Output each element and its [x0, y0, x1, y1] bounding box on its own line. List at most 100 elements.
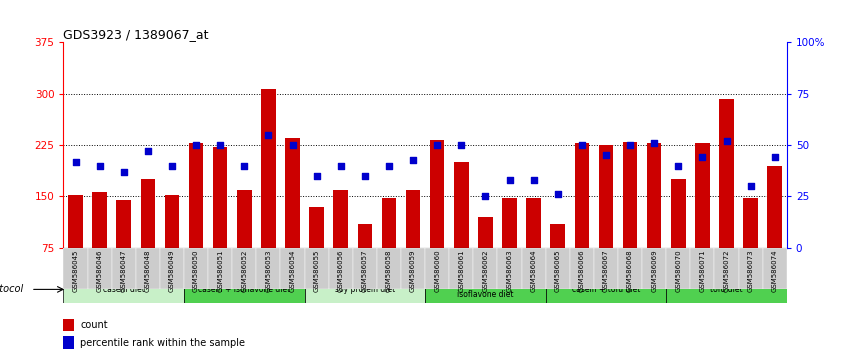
Point: [695, 155, 709, 160]
Bar: [189, 143, 203, 248]
Text: GSM586051: GSM586051: [217, 250, 223, 292]
Bar: [521, 248, 546, 289]
Text: casein + isoflavone diet: casein + isoflavone diet: [198, 285, 290, 294]
Text: percentile rank within the sample: percentile rank within the sample: [80, 338, 245, 348]
Text: GSM586066: GSM586066: [579, 250, 585, 292]
Bar: [546, 248, 570, 289]
Text: GSM586067: GSM586067: [603, 250, 609, 292]
Bar: [739, 248, 762, 289]
Bar: [762, 248, 787, 289]
Text: GSM586072: GSM586072: [723, 250, 729, 292]
Point: [190, 142, 203, 148]
Bar: [135, 248, 160, 289]
Bar: [112, 248, 135, 289]
Bar: [333, 190, 348, 248]
Bar: [280, 248, 305, 289]
Bar: [232, 248, 256, 289]
Text: GDS3923 / 1389067_at: GDS3923 / 1389067_at: [63, 28, 209, 41]
Text: soy protein diet: soy protein diet: [335, 285, 395, 294]
Bar: [285, 138, 299, 248]
Text: GSM586071: GSM586071: [700, 250, 706, 292]
Point: [720, 138, 733, 144]
Bar: [714, 248, 739, 289]
Bar: [497, 248, 521, 289]
Bar: [256, 248, 280, 289]
Text: GSM586063: GSM586063: [507, 250, 513, 292]
Bar: [425, 248, 449, 289]
Point: [310, 173, 323, 179]
Text: GSM586068: GSM586068: [627, 250, 633, 292]
Bar: [213, 147, 228, 248]
Bar: [184, 248, 208, 289]
Text: GSM586056: GSM586056: [338, 250, 343, 292]
Bar: [430, 140, 444, 248]
Point: [479, 194, 492, 199]
Point: [527, 177, 541, 183]
Text: GSM586062: GSM586062: [482, 250, 488, 292]
Bar: [117, 200, 131, 248]
Text: GSM586064: GSM586064: [530, 250, 536, 292]
Bar: [546, 276, 667, 303]
Bar: [695, 143, 710, 248]
Point: [213, 142, 227, 148]
Text: GSM586054: GSM586054: [289, 250, 295, 292]
Text: GSM586046: GSM586046: [96, 250, 102, 292]
Text: GSM586047: GSM586047: [121, 250, 127, 292]
Bar: [690, 248, 714, 289]
Bar: [642, 248, 666, 289]
Bar: [478, 217, 492, 248]
Bar: [526, 198, 541, 248]
Text: GSM586049: GSM586049: [169, 250, 175, 292]
Bar: [744, 198, 758, 248]
Bar: [570, 248, 594, 289]
Point: [503, 177, 516, 183]
Bar: [551, 224, 565, 248]
Bar: [623, 142, 637, 248]
Bar: [63, 276, 184, 303]
Point: [358, 173, 371, 179]
Point: [141, 148, 155, 154]
Point: [624, 142, 637, 148]
Point: [744, 183, 757, 189]
Text: count: count: [80, 320, 108, 330]
Text: GSM586070: GSM586070: [675, 250, 681, 292]
Bar: [666, 248, 690, 289]
Text: GSM586057: GSM586057: [362, 250, 368, 292]
Bar: [449, 248, 473, 289]
Text: GSM586065: GSM586065: [555, 250, 561, 292]
Point: [261, 132, 275, 138]
Bar: [406, 190, 420, 248]
Bar: [382, 198, 396, 248]
Text: GSM586073: GSM586073: [748, 250, 754, 292]
Text: casein diet: casein diet: [103, 285, 145, 294]
Bar: [160, 248, 184, 289]
Bar: [92, 192, 107, 248]
Bar: [671, 179, 685, 248]
Bar: [618, 248, 642, 289]
Point: [286, 142, 299, 148]
Bar: [454, 162, 469, 248]
Point: [768, 155, 782, 160]
Point: [117, 169, 130, 175]
Bar: [328, 248, 353, 289]
Point: [599, 153, 613, 158]
Bar: [140, 179, 155, 248]
Bar: [473, 248, 497, 289]
Point: [551, 192, 564, 197]
Text: GSM586074: GSM586074: [772, 250, 777, 292]
Bar: [305, 276, 425, 303]
Point: [382, 163, 396, 169]
Bar: [574, 143, 589, 248]
Bar: [666, 276, 787, 303]
Bar: [261, 89, 276, 248]
Point: [69, 159, 82, 164]
Bar: [358, 224, 372, 248]
Bar: [184, 276, 305, 303]
Point: [93, 163, 107, 169]
Text: GSM586052: GSM586052: [241, 250, 247, 292]
Bar: [594, 248, 618, 289]
Bar: [237, 190, 251, 248]
Bar: [376, 248, 401, 289]
Point: [334, 163, 348, 169]
Bar: [63, 336, 74, 349]
